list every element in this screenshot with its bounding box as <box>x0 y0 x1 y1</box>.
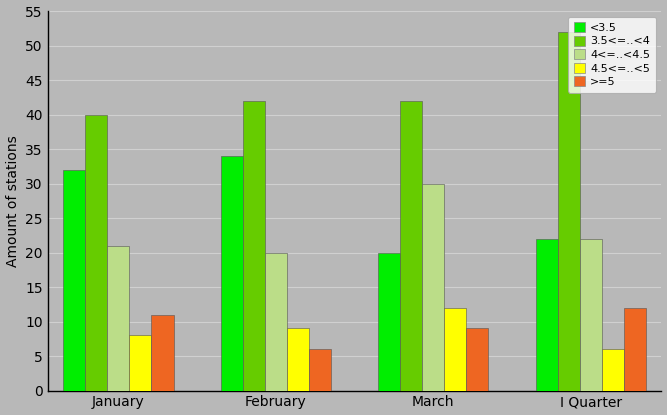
Bar <box>624 308 646 391</box>
Bar <box>63 170 85 391</box>
Bar <box>580 239 602 391</box>
Bar <box>243 101 265 391</box>
Bar <box>287 329 309 391</box>
Legend: <3.5, 3.5<=..<4, 4<=..<4.5, 4.5<=..<5, >=5: <3.5, 3.5<=..<4, 4<=..<4.5, 4.5<=..<5, >… <box>568 17 656 93</box>
Bar <box>85 115 107 391</box>
Bar <box>444 308 466 391</box>
Bar <box>536 239 558 391</box>
Bar <box>422 183 444 391</box>
Bar <box>466 329 488 391</box>
Bar <box>558 32 580 391</box>
Bar <box>265 253 287 391</box>
Bar <box>129 335 151 391</box>
Bar <box>602 349 624 391</box>
Bar <box>107 246 129 391</box>
Bar <box>221 156 243 391</box>
Bar <box>151 315 173 391</box>
Bar <box>378 253 400 391</box>
Bar <box>400 101 422 391</box>
Bar <box>309 349 331 391</box>
Y-axis label: Amount of stations: Amount of stations <box>5 135 19 267</box>
